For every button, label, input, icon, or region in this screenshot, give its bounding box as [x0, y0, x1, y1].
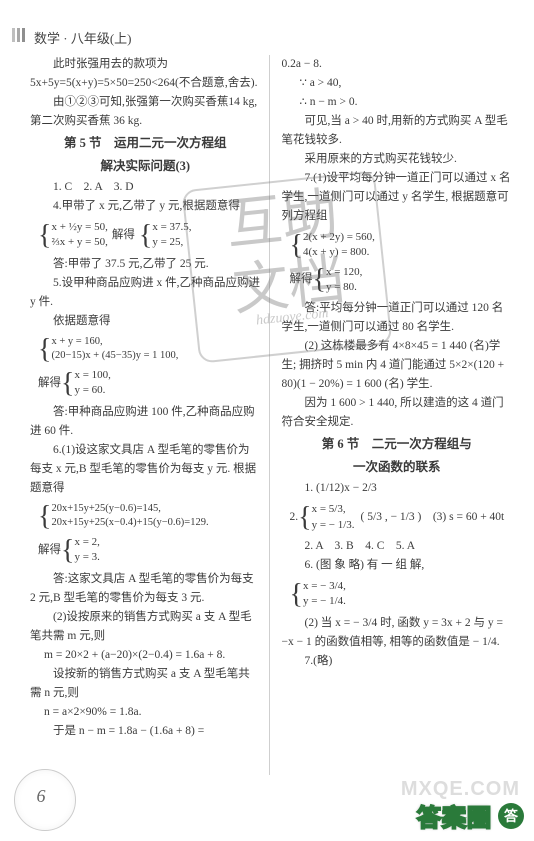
answer-line: 7.(略) [282, 652, 513, 671]
section-subtitle: 一次函数的联系 [282, 457, 513, 478]
eq-line: x = 100, [74, 368, 110, 383]
section-subtitle: 解决实际问题(3) [30, 156, 261, 177]
para: 答:这家文具店 A 型毛笔的零售价为每支 2 元,B 型毛笔的零售价为每支 3 … [30, 570, 261, 608]
eq-line: x = 5/3, [312, 502, 355, 517]
eq-line: y = 80. [326, 280, 362, 295]
right-column: 0.2a − 8. ∵ a > 40, ∴ n − m > 0. 可见,当 a … [282, 55, 513, 775]
section-title: 第 5 节 运用二元一次方程组 [30, 133, 261, 154]
eq-line: x = 37.5, [152, 220, 191, 235]
eq-line: 4(x + y) = 800. [303, 245, 375, 260]
eq-line: 20x+15y+25(x−0.4)+15(y−0.6)=129. [51, 516, 208, 531]
eq-line: 20x+15y+25(y−0.6)=145, [51, 502, 208, 517]
brand-logo-icon: 答 [498, 803, 524, 829]
eq-line: n = a×2×90% = 1.8a. [44, 703, 261, 722]
eq-line: (20−15)x + (45−35)y = 1 100, [51, 349, 178, 364]
para: 答:甲带了 37.5 元,乙带了 25 元. [30, 255, 261, 274]
eq-line: x + ½y = 50, [51, 220, 107, 235]
solve-label: 解得 [38, 541, 61, 560]
para: (2)设按原来的销售方式购买 a 支 A 型毛笔共需 m 元,则 [30, 608, 261, 646]
equation-system: 2. { x = 5/3, y = − 1/3. ( 5/3 , − 1/3 )… [290, 502, 513, 533]
eq-line: x = 2, [74, 535, 99, 550]
para: (2) 当 x = − 3/4 时, 函数 y = 3x + 2 与 y = [282, 614, 513, 633]
answer-line: 1. C 2. A 3. D [30, 178, 261, 197]
eq-line: x = 120, [326, 265, 362, 280]
eq-line: y = 60. [74, 383, 110, 398]
para: 因为 1 600 > 1 440, 所以建造的这 4 道门符合安全规定. [282, 394, 513, 432]
answer-line: 2. A 3. B 4. C 5. A [282, 537, 513, 556]
solve-label: 解得 [38, 374, 61, 393]
para: ∴ n − m > 0. [300, 93, 513, 112]
equation-system: { x + ½y = 50, ⅔x + y = 50, 解得 { x = 37.… [38, 220, 261, 251]
para: 答:平均每分钟一道正门可以通过 120 名学生,一道侧门可以通过 80 名学生. [282, 299, 513, 337]
eq-line: ⅔x + y = 50, [51, 235, 107, 250]
equation-system: { x = − 3/4, y = − 1/4. [290, 579, 513, 610]
eq-line: m = 20×2 + (a−20)×(2−0.4) = 1.6a + 8. [44, 646, 261, 665]
page-number-ornament: 6 [14, 769, 76, 831]
eq-line: y = − 1/3. [312, 518, 355, 533]
brand-text: 答案圈 [417, 798, 492, 833]
para: 7.(1)设平均每分钟一道正门可以通过 x 名学生,一道侧门可以通过 y 名学生… [282, 169, 513, 226]
equation-system: { 20x+15y+25(y−0.6)=145, 20x+15y+25(x−0.… [38, 502, 261, 531]
eq-line: x + y = 160, [51, 335, 178, 350]
para: 由①②③可知,张强第一次购买香蕉14 kg,第二次购买香蕉 36 kg. [30, 93, 261, 131]
para: 答:甲种商品应购进 100 件,乙种商品应购进 60 件. [30, 403, 261, 441]
header-ornament [12, 28, 25, 42]
equation-system: { x + y = 160, (20−15)x + (45−35)y = 1 1… [38, 335, 261, 364]
answer-line: 1. (1/12)x − 2/3 [282, 479, 513, 498]
equation-system: 解得 { x = 120, y = 80. [290, 265, 513, 296]
eq-line: y = 3. [74, 550, 99, 565]
eq-line: 2(x + 2y) = 560, [303, 230, 375, 245]
para: 6. (图 象 略) 有 一 组 解, [282, 556, 513, 575]
eq-line: y = − 1/4. [303, 594, 346, 609]
eq-line: y = 25, [152, 235, 191, 250]
para: 此时张强用去的款项为 5x+5y=5(x+y)=5×50=250<264(不合题… [30, 55, 261, 93]
para: 0.2a − 8. [282, 55, 513, 74]
para: 采用原来的方式购买花钱较少. [282, 150, 513, 169]
para: ∵ a > 40, [300, 74, 513, 93]
para: 可见,当 a > 40 时,用新的方式购买 A 型毛笔花钱较多. [282, 112, 513, 150]
page: 数学 · 八年级(上) 此时张强用去的款项为 5x+5y=5(x+y)=5×50… [0, 0, 534, 841]
para: −x − 1 的函数值相等, 相等的函数值是 − 1/4. [282, 633, 513, 652]
equation-system: 解得 { x = 2, y = 3. [38, 535, 261, 566]
para: 于是 n − m = 1.8a − (1.6a + 8) = [30, 722, 261, 741]
solve-label: 解得 [112, 226, 135, 245]
para: 依据题意得 [30, 312, 261, 331]
eq-line: x = − 3/4, [303, 579, 346, 594]
para: 6.(1)设这家文具店 A 型毛笔的零售价为每支 x 元,B 型毛笔的零售价为每… [30, 441, 261, 498]
page-number: 6 [37, 786, 46, 807]
equation-system: { 2(x + 2y) = 560, 4(x + y) = 800. [290, 230, 513, 261]
para: 5.设甲种商品应购进 x 件,乙种商品应购进 y 件. [30, 274, 261, 312]
para: 4.甲带了 x 元,乙带了 y 元,根据题意得 [30, 197, 261, 216]
section-title: 第 6 节 二元一次方程组与 [282, 434, 513, 455]
two-column-layout: 此时张强用去的款项为 5x+5y=5(x+y)=5×50=250<264(不合题… [30, 55, 512, 775]
left-column: 此时张强用去的款项为 5x+5y=5(x+y)=5×50=250<264(不合题… [30, 55, 270, 775]
running-header: 数学 · 八年级(上) [30, 28, 512, 47]
watermark-brand: 答案圈 答 [417, 798, 524, 833]
para: 设按新的销售方式购买 a 支 A 型毛笔共需 n 元,则 [30, 665, 261, 703]
equation-system: 解得 { x = 100, y = 60. [38, 368, 261, 399]
solve-label: 解得 [290, 270, 313, 289]
para: (2) 这栋楼最多有 4×8×45 = 1 440 (名)学生; 拥挤时 5 m… [282, 337, 513, 394]
answer-line: ( 5/3 , − 1/3 ) (3) s = 60 + 40t [361, 508, 505, 527]
